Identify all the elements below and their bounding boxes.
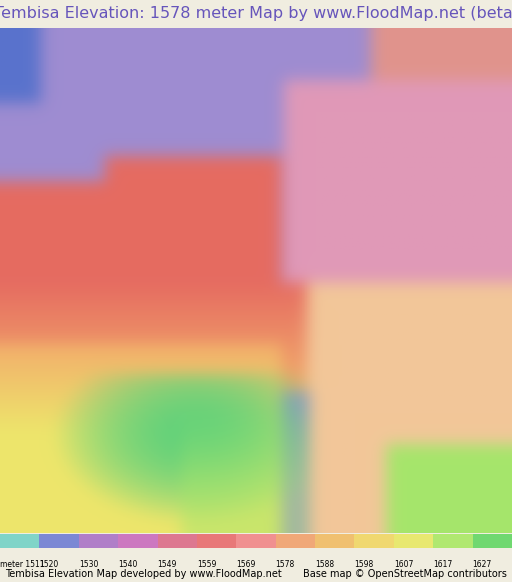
Text: meter 1511: meter 1511 bbox=[0, 560, 45, 569]
Text: 1588: 1588 bbox=[315, 560, 334, 569]
Text: Tembisa Elevation: 1578 meter Map by www.FloodMap.net (beta): Tembisa Elevation: 1578 meter Map by www… bbox=[0, 6, 512, 22]
Bar bbox=[158, 534, 197, 548]
Bar bbox=[354, 534, 394, 548]
Bar bbox=[237, 534, 275, 548]
Text: 1578: 1578 bbox=[275, 560, 295, 569]
Bar bbox=[197, 534, 237, 548]
Bar bbox=[275, 534, 315, 548]
Bar bbox=[0, 534, 39, 548]
Bar bbox=[79, 534, 118, 548]
Bar bbox=[118, 534, 158, 548]
Text: Base map © OpenStreetMap contributors: Base map © OpenStreetMap contributors bbox=[303, 569, 507, 579]
Text: 1530: 1530 bbox=[79, 560, 98, 569]
Text: 1540: 1540 bbox=[118, 560, 138, 569]
Text: 1627: 1627 bbox=[473, 560, 492, 569]
Text: 1617: 1617 bbox=[433, 560, 453, 569]
Bar bbox=[39, 534, 79, 548]
Text: 1569: 1569 bbox=[237, 560, 255, 569]
Bar bbox=[433, 534, 473, 548]
Text: 1559: 1559 bbox=[197, 560, 216, 569]
Text: Tembisa Elevation Map developed by www.FloodMap.net: Tembisa Elevation Map developed by www.F… bbox=[5, 569, 282, 579]
Text: 1549: 1549 bbox=[158, 560, 177, 569]
Text: 1607: 1607 bbox=[394, 560, 413, 569]
Text: 1598: 1598 bbox=[354, 560, 374, 569]
Bar bbox=[473, 534, 512, 548]
Text: 1520: 1520 bbox=[39, 560, 59, 569]
Bar bbox=[315, 534, 354, 548]
Bar bbox=[394, 534, 433, 548]
